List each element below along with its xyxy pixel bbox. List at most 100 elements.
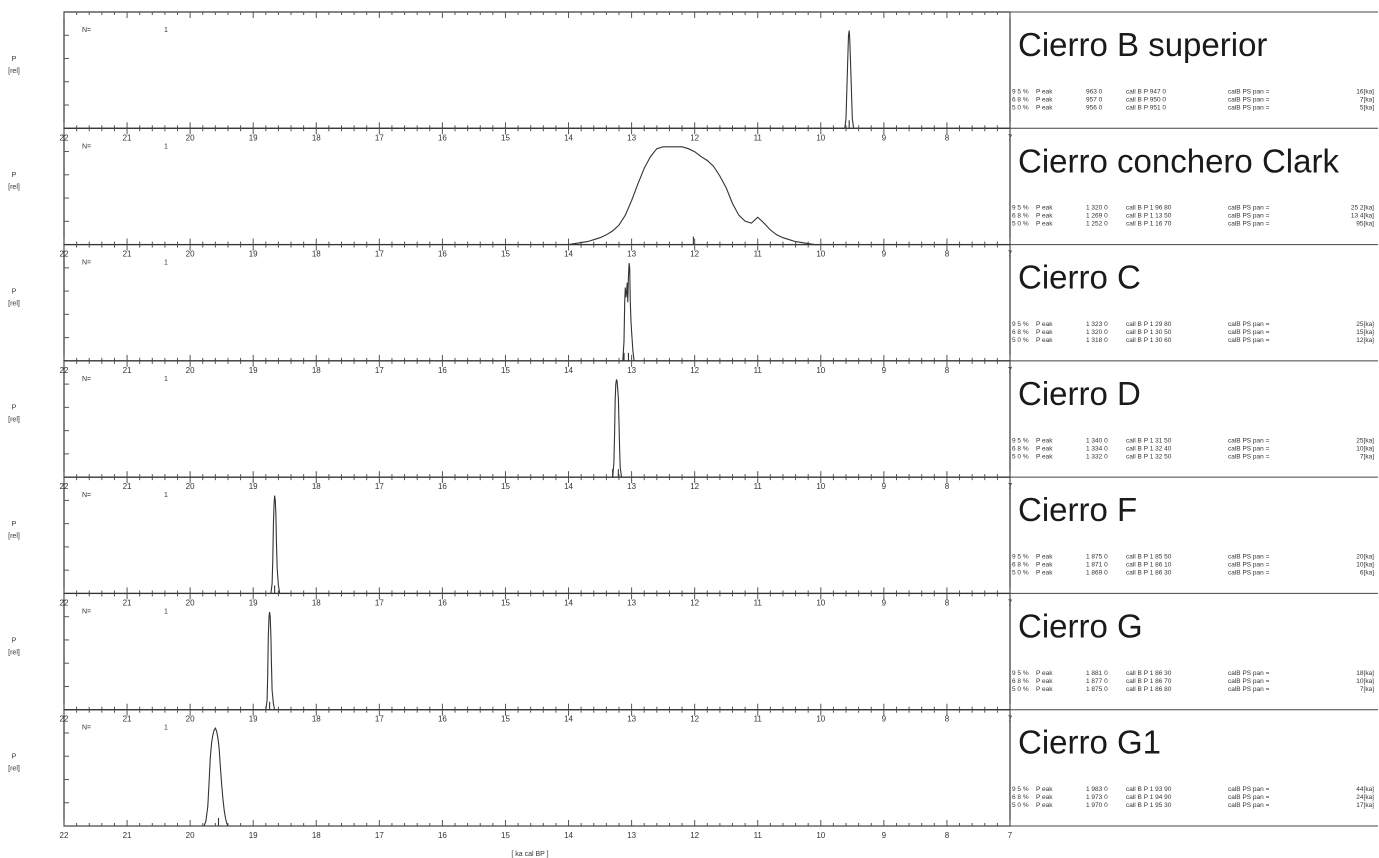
stat-bp: 1 252 0 — [1086, 221, 1108, 228]
stat-label: P eak — [1036, 554, 1053, 561]
x-tick-label: 20 — [186, 133, 195, 142]
y-axis-label: [rel] — [8, 300, 20, 307]
x-tick-label: 21 — [123, 715, 132, 724]
x-tick-label: 14 — [564, 250, 573, 259]
y-axis-label: P — [12, 172, 17, 179]
stat-calbp: call B P 1 93 90 — [1126, 786, 1172, 793]
x-tick-label: 15 — [501, 482, 510, 491]
x-tick-label: 19 — [249, 482, 258, 491]
stat-label: P eak — [1036, 337, 1053, 344]
stat-label: P eak — [1036, 321, 1053, 328]
stat-calbp: call B P 1 30 50 — [1126, 329, 1172, 336]
x-tick-label: 12 — [690, 482, 699, 491]
panel-title: Cierro B superior — [1018, 26, 1267, 63]
x-tick-label: 13 — [627, 482, 636, 491]
x-tick-label: 11 — [754, 715, 763, 724]
stat-label: P eak — [1036, 104, 1053, 111]
stat-span-label: calB PS pan = — [1228, 437, 1270, 444]
stat-bp: 963 0 — [1086, 88, 1103, 95]
x-tick-label: 18 — [312, 715, 321, 724]
x-tick-label: 20 — [186, 250, 195, 259]
stat-span-label: calB PS pan = — [1228, 321, 1270, 328]
panel: P[rel]22 21 20 19 18 17 16 15 14 13 12 11 10 9 8 7N= 1 Ci… — [8, 360, 1378, 491]
y-axis-label: P — [12, 637, 17, 644]
x-tick-label: 9 — [882, 133, 887, 142]
stat-span-label: calB PS pan = — [1228, 221, 1270, 228]
stat-bp: 1 340 0 — [1086, 437, 1108, 444]
x-tick-label: 14 — [564, 598, 573, 607]
density-curve — [270, 495, 281, 594]
x-tick-label: 20 — [186, 482, 195, 491]
x-tick-label: 13 — [627, 715, 636, 724]
stat-span-label: calB PS pan = — [1228, 205, 1270, 212]
x-tick-label: 21 — [123, 366, 132, 375]
x-tick-label: 8 — [945, 366, 950, 375]
stat-span: 12[ka] — [1356, 337, 1374, 344]
x-tick-label: 11 — [754, 133, 763, 142]
y-axis-label: [rel] — [8, 533, 20, 540]
plot-frame — [63, 592, 1011, 711]
stat-span-label: calB PS pan = — [1228, 337, 1270, 344]
plot-frame — [63, 243, 1011, 362]
stat-span-label: calB PS pan = — [1228, 213, 1270, 220]
stat-bp: 1 875 0 — [1086, 686, 1108, 693]
stat-bp: 1 320 0 — [1086, 329, 1108, 336]
stat-span-label: calB PS pan = — [1228, 329, 1270, 336]
stat-level: 5 0 % — [1012, 104, 1029, 111]
stat-calbp: call B P 1 94 90 — [1126, 794, 1172, 801]
stat-level: 5 0 % — [1012, 453, 1029, 460]
density-curve — [844, 30, 855, 129]
density-curve — [612, 379, 623, 478]
stat-level: 6 8 % — [1012, 678, 1029, 685]
x-tick-label: 20 — [186, 831, 195, 840]
stat-span: 25[ka] — [1356, 437, 1374, 444]
stat-calbp: call B P 1 86 30 — [1126, 670, 1172, 677]
x-tick-label: 15 — [501, 831, 510, 840]
x-tick-label: 9 — [882, 250, 887, 259]
stat-bp: 1 320 0 — [1086, 205, 1108, 212]
stat-level: 6 8 % — [1012, 96, 1029, 103]
x-tick-label: 10 — [816, 598, 825, 607]
x-tick-label: 21 — [123, 482, 132, 491]
stat-bp: 1 332 0 — [1086, 453, 1108, 460]
stat-label: P eak — [1036, 437, 1053, 444]
stat-bp: 956 0 — [1086, 104, 1103, 111]
n-value: 1 — [164, 725, 168, 732]
stat-label: P eak — [1036, 445, 1053, 452]
x-tick-label: 13 — [627, 598, 636, 607]
x-tick-label: 14 — [564, 133, 573, 142]
stat-label: P eak — [1036, 794, 1053, 801]
n-value: 1 — [164, 260, 168, 267]
x-tick-label: 15 — [501, 598, 510, 607]
stat-level: 6 8 % — [1012, 445, 1029, 452]
n-label: N= — [82, 725, 91, 732]
stat-label: P eak — [1036, 221, 1053, 228]
stat-calbp: call B P 1 86 10 — [1126, 562, 1172, 569]
n-label: N= — [82, 27, 91, 34]
stat-label: P eak — [1036, 562, 1053, 569]
stat-span-label: calB PS pan = — [1228, 686, 1270, 693]
stat-span-label: calB PS pan = — [1228, 96, 1270, 103]
n-value: 1 — [164, 376, 168, 383]
n-label: N= — [82, 492, 91, 499]
stat-span: 24[ka] — [1356, 794, 1374, 801]
x-tick-label: 16 — [438, 250, 447, 259]
x-tick-label: 10 — [816, 831, 825, 840]
stat-span: 10[ka] — [1356, 445, 1374, 452]
stat-label: P eak — [1036, 570, 1053, 577]
stat-calbp: call B P 1 31 50 — [1126, 437, 1172, 444]
x-tick-label: 15 — [501, 715, 510, 724]
n-value: 1 — [164, 608, 168, 615]
x-tick-label: 12 — [690, 598, 699, 607]
stat-calbp: call B P 1 86 80 — [1126, 686, 1172, 693]
n-value: 1 — [164, 492, 168, 499]
x-tick-label: 9 — [882, 366, 887, 375]
x-tick-label: 11 — [754, 366, 763, 375]
stat-calbp: call B P 1 96 80 — [1126, 205, 1172, 212]
panel: P[rel]22 21 20 19 18 17 16 15 14 13 12 11 10 9 8 7N= 1 Ci… — [8, 709, 1378, 840]
stat-span: 5[ka] — [1360, 104, 1374, 111]
stat-bp: 1 877 0 — [1086, 678, 1108, 685]
y-axis-label: [rel] — [8, 68, 20, 75]
stat-span-label: calB PS pan = — [1228, 794, 1270, 801]
